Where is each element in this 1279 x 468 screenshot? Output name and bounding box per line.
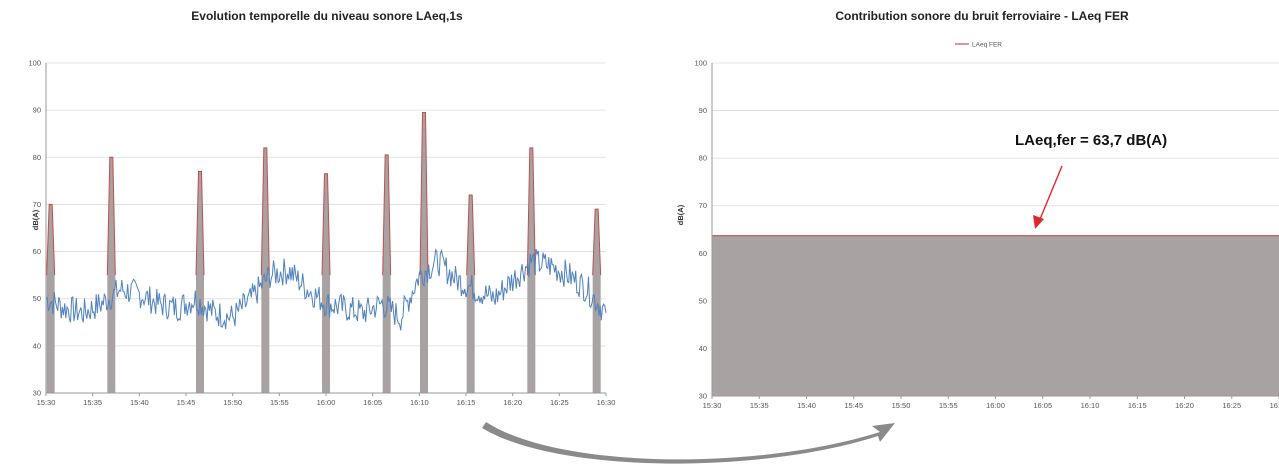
x-tick-label: 16:25 [1222,401,1241,410]
x-tick-label: 15:55 [270,398,289,407]
x-tick-label: 16:00 [317,398,336,407]
legend: LAeq FER [955,42,1002,49]
rail-event-bar [46,204,55,393]
y-tick-label: 100 [694,59,707,68]
x-tick-label: 16:30 [1270,401,1279,410]
y-tick-label: 90 [33,106,41,115]
x-tick-label: 15:35 [750,401,769,410]
series-area-laeq-fer [712,235,1279,396]
rail-event-peak [466,194,476,276]
x-tick-label: 16:20 [503,398,522,407]
annotation-arrow [1037,165,1063,225]
chart-title: Contribution sonore du bruit ferroviaire… [835,9,1129,23]
curved-arrow [482,422,895,464]
series-line-laeq [45,248,607,331]
x-tick-label: 16:10 [410,398,429,407]
x-tick-label: 15:45 [844,401,863,410]
x-tick-label: 16:15 [1128,401,1147,410]
y-tick-label: 60 [33,247,41,256]
y-tick-label: 80 [33,153,41,162]
rail-event-bar [592,209,601,393]
rail-event-bar [196,171,204,393]
rail-event-peak [526,147,536,276]
y-tick-label: 100 [28,59,41,68]
x-tick-label: 16:10 [1081,401,1100,410]
y-tick-label: 40 [699,344,707,353]
y-tick-label: 30 [699,392,707,401]
rail-event-peak [419,112,429,276]
x-tick-label: 16:05 [1033,401,1052,410]
rail-event-bar [107,157,116,393]
rail-event-bar [466,195,475,393]
x-tick-label: 16:20 [1175,401,1194,410]
rail-event-bar [527,147,536,393]
y-axis-label: dB(A) [676,204,685,225]
rail-event-bar [382,154,391,393]
chart-laeq-1s: Evolution temporelle du niveau sonore LA… [28,9,615,407]
chart-laeq-fer: Contribution sonore du bruit ferroviaire… [676,9,1279,410]
y-tick-label: 60 [699,249,707,258]
y-tick-label: 30 [33,389,41,398]
x-tick-label: 15:40 [130,398,149,407]
x-tick-label: 15:45 [177,398,196,407]
x-tick-label: 15:40 [797,401,816,410]
legend-entry: LAeq FER [972,42,1002,49]
rail-event-peak [46,203,56,276]
transition-arrow [482,422,895,464]
rail-event-peak [321,173,331,276]
y-tick-label: 70 [33,200,41,209]
rail-event-bar [420,112,428,393]
x-tick-label: 16:30 [597,398,616,407]
rail-event-peak [195,170,205,276]
x-tick-label: 15:35 [83,398,102,407]
x-tick-label: 16:15 [457,398,476,407]
rail-event-peak [382,154,392,276]
y-tick-label: 40 [33,341,41,350]
x-tick-label: 15:30 [37,398,56,407]
y-tick-label: 50 [33,294,41,303]
chart-title: Evolution temporelle du niveau sonore LA… [191,9,463,23]
rail-event-bar [322,173,330,393]
y-tick-label: 80 [699,154,707,163]
x-tick-label: 16:00 [986,401,1005,410]
x-tick-label: 16:05 [363,398,382,407]
y-tick-label: 90 [699,106,707,115]
x-tick-label: 15:50 [223,398,242,407]
annotation-arrowhead [1033,215,1044,229]
y-axis-label: dB(A) [31,209,40,230]
rail-event-bar [261,147,270,393]
x-tick-label: 16:25 [550,398,569,407]
x-tick-label: 15:55 [939,401,958,410]
y-tick-label: 70 [699,201,707,210]
x-tick-label: 15:30 [703,401,722,410]
rail-event-peak [106,156,116,276]
x-tick-label: 15:50 [892,401,911,410]
annotation-label: LAeq,fer = 63,7 dB(A) [1015,132,1167,149]
rail-event-peak [592,208,602,276]
rail-event-peak [260,147,270,276]
y-tick-label: 50 [699,296,707,305]
